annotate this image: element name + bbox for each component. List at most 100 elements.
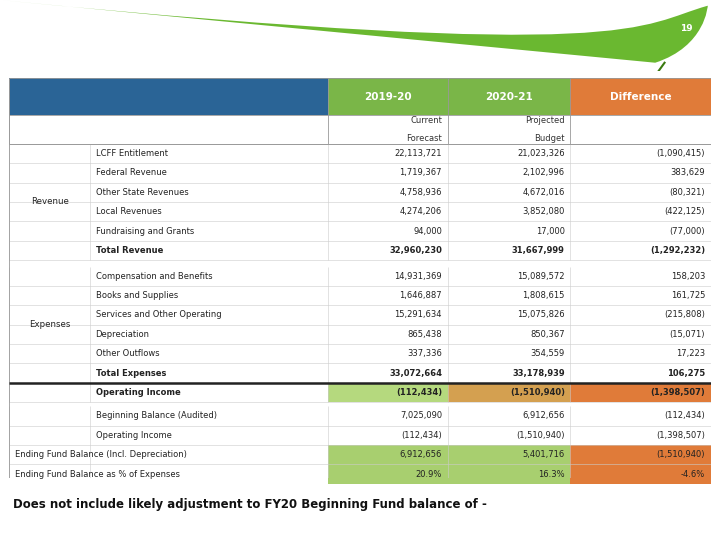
Bar [328,464,448,484]
Text: Services and Other Operating: Services and Other Operating [96,310,221,320]
Text: 354,559: 354,559 [531,349,564,358]
PathPatch shape [647,6,708,63]
Text: 17,223: 17,223 [676,349,705,358]
Text: Other Outflows: Other Outflows [96,349,159,358]
Text: 1,719,367: 1,719,367 [400,168,442,178]
Text: 15,089,572: 15,089,572 [517,272,564,281]
Text: 5,401,716: 5,401,716 [523,450,564,459]
Bar [9,221,711,241]
Text: 2,102,996: 2,102,996 [523,168,564,178]
Text: (1,510,940): (1,510,940) [510,388,564,397]
Text: Books and Supplies: Books and Supplies [96,291,178,300]
Bar [9,183,711,202]
Text: Difference: Difference [610,92,671,102]
Text: 2019-20: 2019-20 [364,92,412,102]
Text: Revenue: Revenue [31,198,68,206]
Text: 21,023,326: 21,023,326 [517,149,564,158]
Text: 16.3%: 16.3% [538,469,564,478]
Bar [448,78,570,115]
Bar [9,241,711,260]
Text: Beginning Balance (Audited): Beginning Balance (Audited) [96,411,217,420]
Text: 33,178,939: 33,178,939 [512,369,564,377]
Text: 1,646,887: 1,646,887 [400,291,442,300]
Text: 158,203: 158,203 [670,272,705,281]
Text: Budget: Budget [534,134,564,143]
Text: (77,000): (77,000) [670,227,705,235]
Text: (422,125): (422,125) [665,207,705,216]
Text: Federal Revenue: Federal Revenue [96,168,166,178]
Text: (1,510,940): (1,510,940) [516,431,564,440]
Text: Current: Current [410,116,442,125]
Bar [9,267,711,286]
Text: 2020-21: 2020-21 [485,92,533,102]
Text: Total Revenue: Total Revenue [96,246,163,255]
Bar [570,78,711,115]
Text: 31,667,999: 31,667,999 [512,246,564,255]
Bar [570,464,711,484]
Text: Other State Revenues: Other State Revenues [96,188,189,197]
Bar [9,383,711,402]
Text: (1,292,232): (1,292,232) [650,246,705,255]
Bar [9,115,711,144]
Text: 14,931,369: 14,931,369 [395,272,442,281]
Text: Depreciation: Depreciation [96,330,150,339]
Text: 7,025,090: 7,025,090 [400,411,442,420]
Text: 19: 19 [680,24,693,33]
Bar [9,78,328,115]
Text: 33,072,664: 33,072,664 [389,369,442,377]
Text: (80,321): (80,321) [670,188,705,197]
Bar [9,202,711,221]
Text: Projected: Projected [525,116,564,125]
Bar [328,445,448,464]
Text: Total Expenses: Total Expenses [96,369,166,377]
Text: 850,367: 850,367 [530,330,564,339]
Text: Local Revenues: Local Revenues [96,207,161,216]
Text: 1,808,615: 1,808,615 [523,291,564,300]
Text: 4,758,936: 4,758,936 [400,188,442,197]
Text: (1,398,507): (1,398,507) [650,388,705,397]
Bar [9,325,711,344]
Text: 4,672,016: 4,672,016 [523,188,564,197]
Bar [328,78,448,115]
Text: (1,398,507): (1,398,507) [656,431,705,440]
Text: 15,075,826: 15,075,826 [517,310,564,320]
Text: (1,510,940): (1,510,940) [657,450,705,459]
Bar [9,445,711,464]
Text: 106,275: 106,275 [667,369,705,377]
Text: Forecast: Forecast [406,134,442,143]
Text: 17,000: 17,000 [536,227,564,235]
Text: 20.9%: 20.9% [415,469,442,478]
Text: (1,090,415): (1,090,415) [657,149,705,158]
Text: 4,274,206: 4,274,206 [400,207,442,216]
Text: (215,808): (215,808) [664,310,705,320]
Text: Does not include likely adjustment to FY20 Beginning Fund balance of -: Does not include likely adjustment to FY… [13,498,487,511]
Bar [448,445,570,464]
Text: 383,629: 383,629 [670,168,705,178]
Bar [9,406,711,426]
Text: 161,725: 161,725 [670,291,705,300]
Text: Ending Fund Balance (Incl. Depreciation): Ending Fund Balance (Incl. Depreciation) [15,450,187,459]
Bar [9,426,711,445]
Bar [448,464,570,484]
Text: 865,438: 865,438 [408,330,442,339]
Text: Budget Comparison: Budget Comparison [16,25,248,46]
Bar [328,383,448,402]
Text: Compensation and Benefits: Compensation and Benefits [96,272,212,281]
Bar [9,286,711,305]
Bar [9,144,711,163]
Text: -4.6%: -4.6% [681,469,705,478]
Bar [9,344,711,363]
Bar [448,383,570,402]
Text: 94,000: 94,000 [413,227,442,235]
Text: 3,852,080: 3,852,080 [523,207,564,216]
Bar [9,464,711,484]
Text: 6,912,656: 6,912,656 [400,450,442,459]
Bar [570,383,711,402]
Text: Expenses: Expenses [29,320,71,329]
Text: (112,434): (112,434) [396,388,442,397]
Text: 6,912,656: 6,912,656 [523,411,564,420]
Text: Operating Income: Operating Income [96,388,181,397]
Bar [570,445,711,464]
Text: Ending Fund Balance as % of Expenses: Ending Fund Balance as % of Expenses [15,469,180,478]
Text: 32,960,230: 32,960,230 [390,246,442,255]
